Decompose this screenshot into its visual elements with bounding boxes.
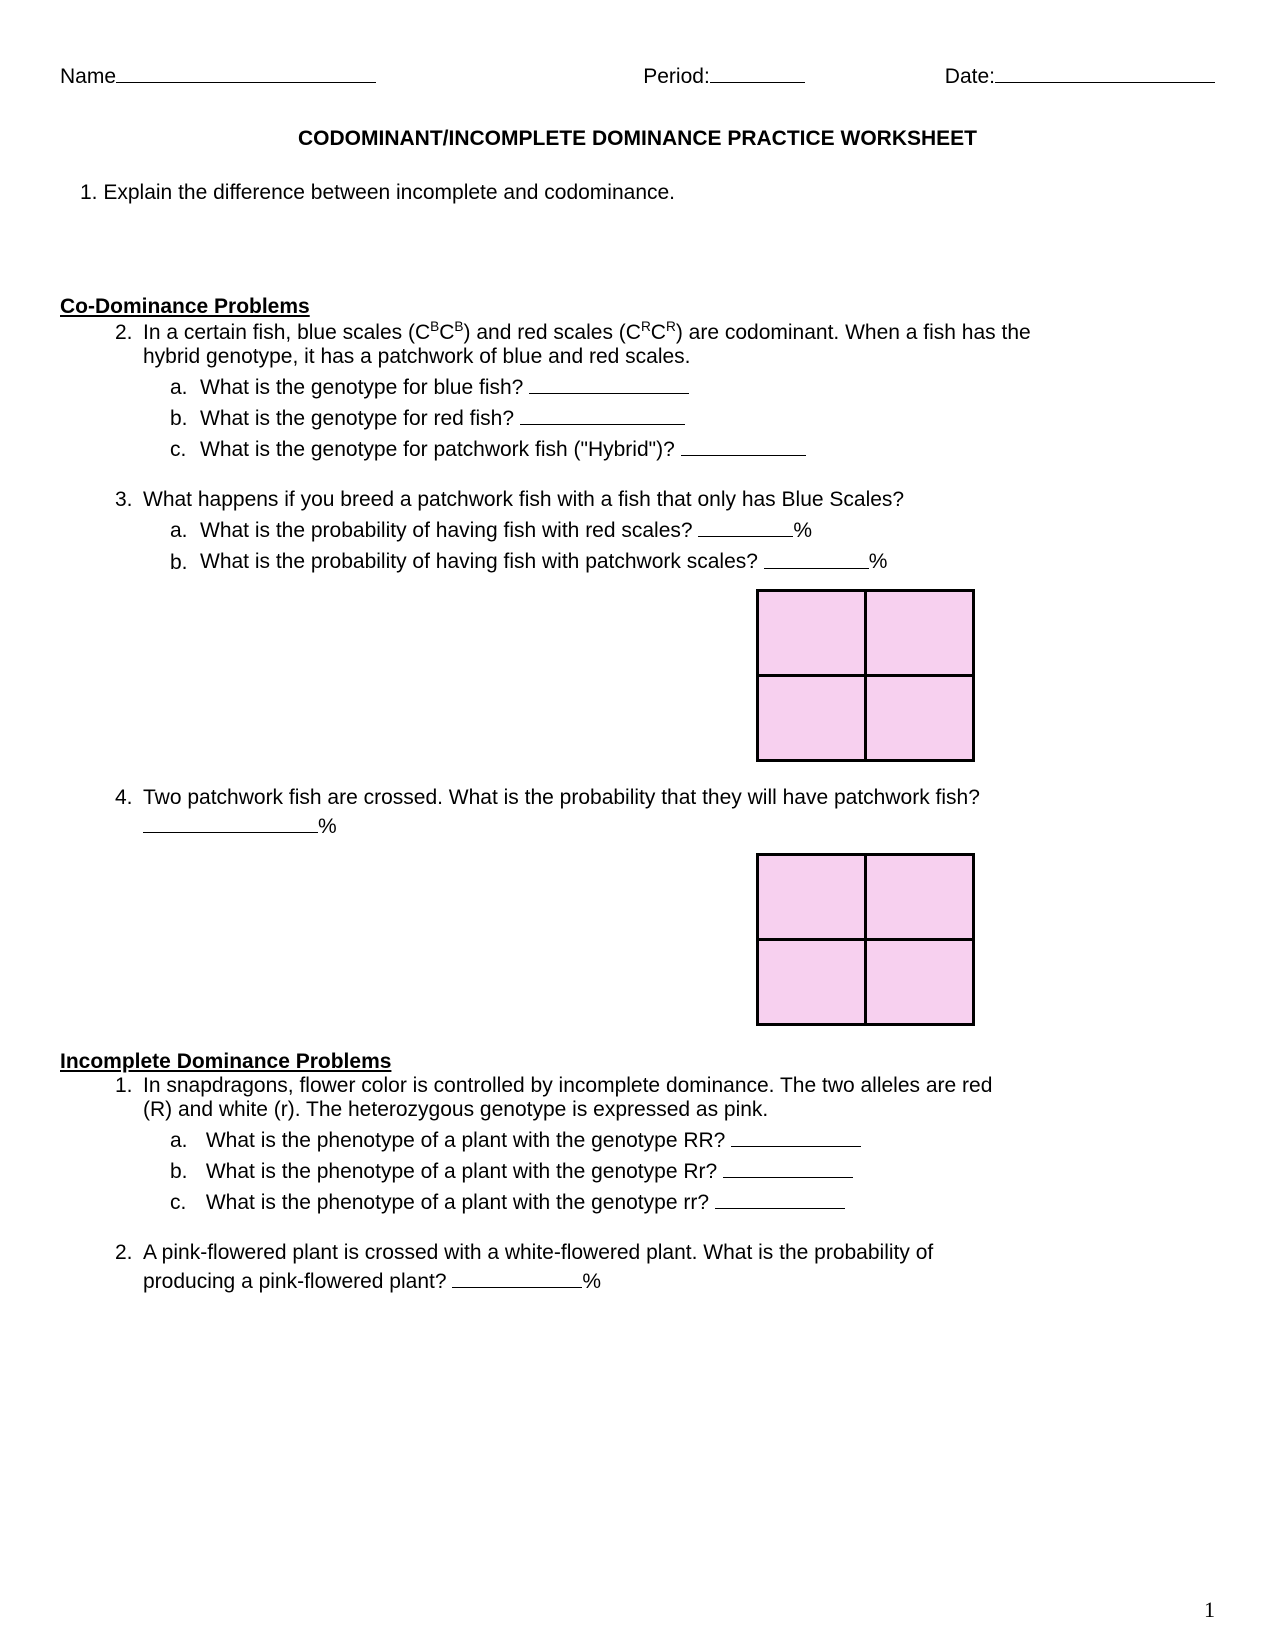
question-1: 1. Explain the difference between incomp… — [80, 181, 1215, 205]
q3-sublist: a.What is the probability of having fish… — [170, 514, 1215, 574]
q2b-blank[interactable] — [520, 402, 685, 425]
incdom-q2-blank[interactable] — [452, 1265, 582, 1288]
incdom-q1: 1.In snapdragons, flower color is contro… — [115, 1074, 1215, 1215]
incdom-q2-num: 2. — [115, 1241, 143, 1265]
q3a: a.What is the probability of having fish… — [170, 514, 1215, 543]
q2-sublist: a.What is the genotype for blue fish? b.… — [170, 371, 1215, 462]
punnett-cell[interactable] — [866, 590, 974, 675]
incdom-q2: 2.A pink-flowered plant is crossed with … — [115, 1241, 1215, 1294]
q2c: c.What is the genotype for patchwork fis… — [170, 433, 1215, 462]
q4-blank-line: % — [143, 810, 1215, 839]
punnett-cell[interactable] — [758, 590, 866, 675]
q1-text: Explain the difference between incomplet… — [103, 181, 675, 204]
punnett-square-2[interactable] — [756, 853, 975, 1026]
q2b: b.What is the genotype for red fish? — [170, 402, 1215, 431]
q1-num: 1. — [80, 181, 98, 204]
q2-num: 2. — [115, 321, 143, 345]
q2-line2: hybrid genotype, it has a patchwork of b… — [143, 345, 1215, 369]
punnett-cell[interactable] — [758, 939, 866, 1024]
punnett-cell[interactable] — [866, 939, 974, 1024]
codominance-heading: Co-Dominance Problems — [60, 295, 1215, 319]
incdom-q1c: c. What is the phenotype of a plant with… — [170, 1186, 1215, 1215]
punnett-cell[interactable] — [758, 854, 866, 939]
punnett-cell[interactable] — [866, 854, 974, 939]
worksheet-header: Name Period: Date: — [60, 60, 1215, 89]
codom-q3: 3.What happens if you breed a patchwork … — [115, 488, 1215, 574]
name-label: Name — [60, 65, 116, 88]
date-label: Date: — [945, 65, 995, 88]
incdom-q1c-blank[interactable] — [715, 1186, 845, 1209]
date-field: Date: — [945, 60, 1215, 89]
punnett-square-2-wrap — [60, 853, 1215, 1026]
q2a-blank[interactable] — [529, 371, 689, 394]
name-field: Name — [60, 60, 376, 89]
codominance-list: 2.In a certain fish, blue scales (CBCB) … — [60, 319, 1215, 574]
incdom-q2-line1: A pink-flowered plant is crossed with a … — [143, 1241, 933, 1264]
q3b: b.What is the probability of having fish… — [170, 545, 1215, 574]
incdom-q2-line2: producing a pink-flowered plant? % — [143, 1265, 1215, 1294]
incdom-q1-line2: (R) and white (r). The heterozygous geno… — [143, 1098, 1215, 1122]
incdom-q1-sublist: a. What is the phenotype of a plant with… — [170, 1124, 1215, 1215]
q3-text: What happens if you breed a patchwork fi… — [143, 488, 904, 511]
q4-num: 4. — [115, 786, 143, 810]
period-label: Period: — [643, 65, 710, 88]
incomplete-dominance-heading: Incomplete Dominance Problems — [60, 1050, 1215, 1074]
q2a: a.What is the genotype for blue fish? — [170, 371, 1215, 400]
incdom-q1-line1: In snapdragons, flower color is controll… — [143, 1074, 992, 1097]
codom-q4: 4.Two patchwork fish are crossed. What i… — [115, 786, 1215, 839]
incdom-q1-num: 1. — [115, 1074, 143, 1098]
page-number: 1 — [1204, 1597, 1215, 1623]
q2c-blank[interactable] — [681, 433, 806, 456]
date-blank[interactable] — [995, 60, 1215, 83]
incdom-q1a: a. What is the phenotype of a plant with… — [170, 1124, 1215, 1153]
q2-line1: In a certain fish, blue scales (CBCB) an… — [143, 321, 1031, 344]
incomplete-dominance-list: 1.In snapdragons, flower color is contro… — [60, 1074, 1215, 1294]
q3-num: 3. — [115, 488, 143, 512]
q4-text: Two patchwork fish are crossed. What is … — [143, 786, 980, 809]
punnett-cell[interactable] — [758, 675, 866, 760]
q3a-blank[interactable] — [698, 514, 793, 537]
period-blank[interactable] — [710, 60, 805, 83]
period-field: Period: — [643, 60, 805, 89]
incdom-q1b: b. What is the phenotype of a plant with… — [170, 1155, 1215, 1184]
punnett-square-1-wrap — [60, 589, 1215, 762]
name-blank[interactable] — [116, 60, 376, 83]
punnett-cell[interactable] — [866, 675, 974, 760]
worksheet-title: CODOMINANT/INCOMPLETE DOMINANCE PRACTICE… — [60, 127, 1215, 151]
punnett-square-1[interactable] — [756, 589, 975, 762]
codominance-list-2: 4.Two patchwork fish are crossed. What i… — [60, 786, 1215, 839]
q4-blank[interactable] — [143, 810, 318, 833]
incdom-q1a-blank[interactable] — [731, 1124, 861, 1147]
codom-q2: 2.In a certain fish, blue scales (CBCB) … — [115, 319, 1215, 462]
incdom-q1b-blank[interactable] — [723, 1155, 853, 1178]
q3b-blank[interactable] — [764, 545, 869, 568]
